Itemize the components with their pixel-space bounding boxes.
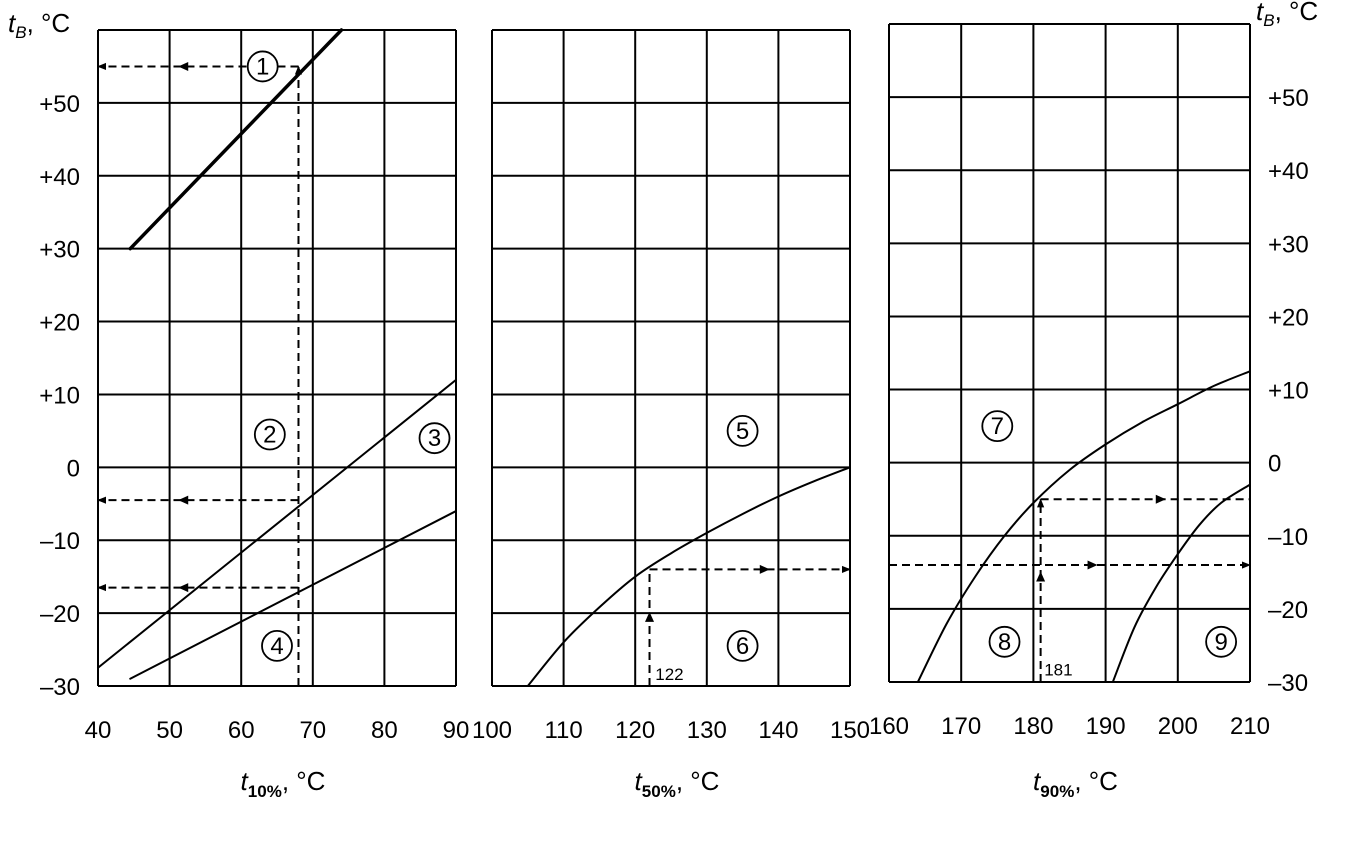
y-tick-label: –10 xyxy=(40,528,80,555)
value-annotation: 181 xyxy=(1044,661,1072,680)
series-curve xyxy=(129,510,457,680)
x-tick-label: 50 xyxy=(156,717,183,744)
x-tick-label: 200 xyxy=(1158,713,1198,740)
guide-arrow xyxy=(1036,571,1046,582)
curve-label-number: 6 xyxy=(736,633,749,660)
curve-label-number: 4 xyxy=(270,633,283,660)
x-tick-label: 130 xyxy=(687,717,727,744)
x-axis-label: t10%, °C xyxy=(241,766,326,801)
curve-label-circle xyxy=(988,625,1021,658)
curve-label-circle xyxy=(261,630,293,662)
x-tick-label: 110 xyxy=(544,717,582,744)
y-axis-label: tB, °C xyxy=(1256,0,1318,30)
x-tick-label: 40 xyxy=(85,717,112,744)
curve-label-number: 5 xyxy=(736,418,749,445)
x-tick-label: 70 xyxy=(299,717,326,744)
x-tick-label: 80 xyxy=(371,717,398,744)
guide-arrow xyxy=(1087,560,1098,570)
guide-arrow xyxy=(1155,494,1166,504)
y-tick-label: –20 xyxy=(1268,597,1308,624)
series-curve xyxy=(916,370,1251,683)
y-tick-label: 0 xyxy=(67,455,80,482)
curve-label-circle xyxy=(726,414,759,447)
x-tick-label: 210 xyxy=(1230,713,1270,740)
y-axis-label: tB, °C xyxy=(8,8,70,42)
x-tick-label: 100 xyxy=(472,717,512,744)
curve-label-circle xyxy=(246,50,279,83)
guide-arrow xyxy=(178,495,189,505)
y-tick-label: +20 xyxy=(39,310,80,337)
guide-arrow xyxy=(759,564,770,574)
curve-label-number: 3 xyxy=(428,425,441,452)
curve-label-circle xyxy=(981,410,1014,443)
guide-arrow xyxy=(178,583,189,593)
value-annotation: 122 xyxy=(655,665,683,684)
y-tick-label: –10 xyxy=(1268,524,1308,551)
x-tick-label: 180 xyxy=(1013,713,1053,740)
series-curve xyxy=(526,466,851,687)
x-tick-label: 150 xyxy=(830,717,870,744)
x-tick-label: 90 xyxy=(443,717,470,744)
y-tick-label: +30 xyxy=(39,237,80,264)
curve-label-circle xyxy=(253,418,286,451)
guide-arrow xyxy=(178,61,189,71)
y-tick-label: –30 xyxy=(1268,670,1308,697)
x-axis-label: t90%, °C xyxy=(1033,766,1118,801)
series-curve xyxy=(97,378,457,669)
panel-right: 160 170 180 190 200 210 –30 –20 –10 0 +10 +20 +30 +40… xyxy=(869,0,1318,801)
panel-middle: 100 110 120 130 140 150 t50%, °C 5 6 122 xyxy=(472,29,870,801)
y-tick-label: –30 xyxy=(40,674,80,701)
curve-label-circle xyxy=(418,422,451,455)
y-tick-label: +50 xyxy=(39,91,80,118)
y-tick-label: +40 xyxy=(1268,158,1309,185)
curve-label-number: 1 xyxy=(256,53,269,80)
series-curve xyxy=(1111,483,1251,683)
guide-arrow xyxy=(645,611,655,622)
curve-label-number: 2 xyxy=(263,422,276,449)
x-tick-label: 190 xyxy=(1086,713,1126,740)
y-tick-label: +20 xyxy=(1268,304,1309,331)
y-tick-label: +50 xyxy=(1268,85,1309,112)
curve-label-number: 8 xyxy=(998,629,1011,656)
x-tick-label: 140 xyxy=(758,717,798,744)
y-tick-label: +30 xyxy=(1268,231,1309,258)
x-tick-label: 160 xyxy=(869,713,909,740)
curve-label-circle xyxy=(1205,625,1238,658)
y-tick-label: +40 xyxy=(39,164,80,191)
x-tick-label: 60 xyxy=(228,717,255,744)
y-tick-label: 0 xyxy=(1268,451,1281,478)
y-tick-label: +10 xyxy=(1268,378,1309,405)
y-tick-label: +10 xyxy=(39,382,80,409)
curve-label-number: 7 xyxy=(991,413,1004,440)
y-tick-label: –20 xyxy=(40,601,80,628)
panel-left: 40 50 60 70 80 90 –30 –20 –10 0 +10 +20 +30 +40 +50 tB,… xyxy=(8,8,469,801)
x-tick-label: 170 xyxy=(941,713,981,740)
series-curve xyxy=(128,28,344,251)
chart-panels: 40 50 60 70 80 90–30–20–100+10+20+30+40+50tB,… xyxy=(8,0,1318,801)
x-axis-label: t50%, °C xyxy=(635,766,720,801)
curve-label-number: 9 xyxy=(1214,629,1227,656)
x-tick-label: 120 xyxy=(615,717,655,744)
curve-label-circle xyxy=(726,630,759,662)
